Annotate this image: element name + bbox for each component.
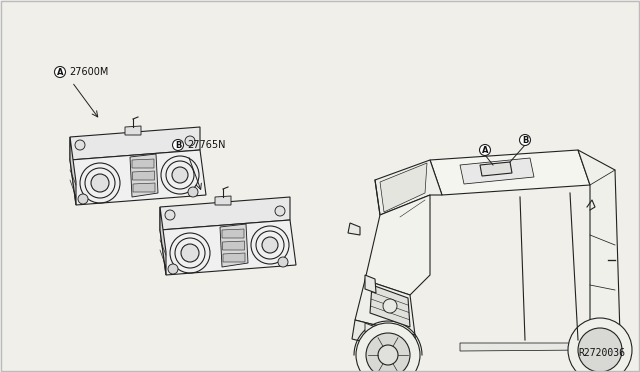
Circle shape [54,67,65,77]
Circle shape [181,244,199,262]
Text: A: A [482,146,488,155]
Circle shape [188,187,198,197]
Polygon shape [70,137,76,205]
Circle shape [185,136,195,146]
Circle shape [91,174,109,192]
Circle shape [578,328,622,372]
Polygon shape [460,158,534,184]
Text: B: B [522,136,528,145]
Polygon shape [430,150,590,195]
Polygon shape [130,154,158,197]
Circle shape [165,210,175,220]
Polygon shape [460,343,590,351]
Circle shape [78,194,88,204]
Polygon shape [578,150,620,340]
Circle shape [378,345,398,365]
Polygon shape [125,126,141,135]
Polygon shape [222,229,244,238]
Circle shape [168,264,178,274]
Circle shape [383,299,397,313]
Polygon shape [480,162,512,176]
Polygon shape [370,285,410,327]
Polygon shape [70,150,206,205]
Polygon shape [375,160,442,215]
Polygon shape [133,183,155,192]
Polygon shape [365,195,430,295]
Circle shape [356,323,420,372]
Polygon shape [160,197,290,230]
Polygon shape [160,220,296,275]
Circle shape [75,140,85,150]
Circle shape [479,144,490,155]
Text: 27765N: 27765N [187,140,225,150]
Polygon shape [220,224,248,267]
Circle shape [172,167,188,183]
Polygon shape [223,241,244,250]
Circle shape [568,318,632,372]
Circle shape [366,333,410,372]
Polygon shape [160,207,166,275]
Circle shape [278,257,288,267]
Polygon shape [70,127,200,160]
Polygon shape [365,323,380,337]
Polygon shape [348,223,360,235]
Circle shape [275,206,285,216]
Polygon shape [355,280,415,335]
Circle shape [520,135,531,145]
Polygon shape [380,163,427,212]
Text: A: A [57,68,63,77]
Text: R2720036: R2720036 [578,348,625,358]
Circle shape [173,140,184,151]
Text: 27600M: 27600M [69,67,108,77]
Polygon shape [223,253,245,262]
Polygon shape [132,159,154,168]
Text: B: B [175,141,181,150]
Circle shape [262,237,278,253]
Polygon shape [365,275,376,293]
Polygon shape [132,171,154,180]
Polygon shape [215,196,231,205]
Polygon shape [352,320,417,355]
